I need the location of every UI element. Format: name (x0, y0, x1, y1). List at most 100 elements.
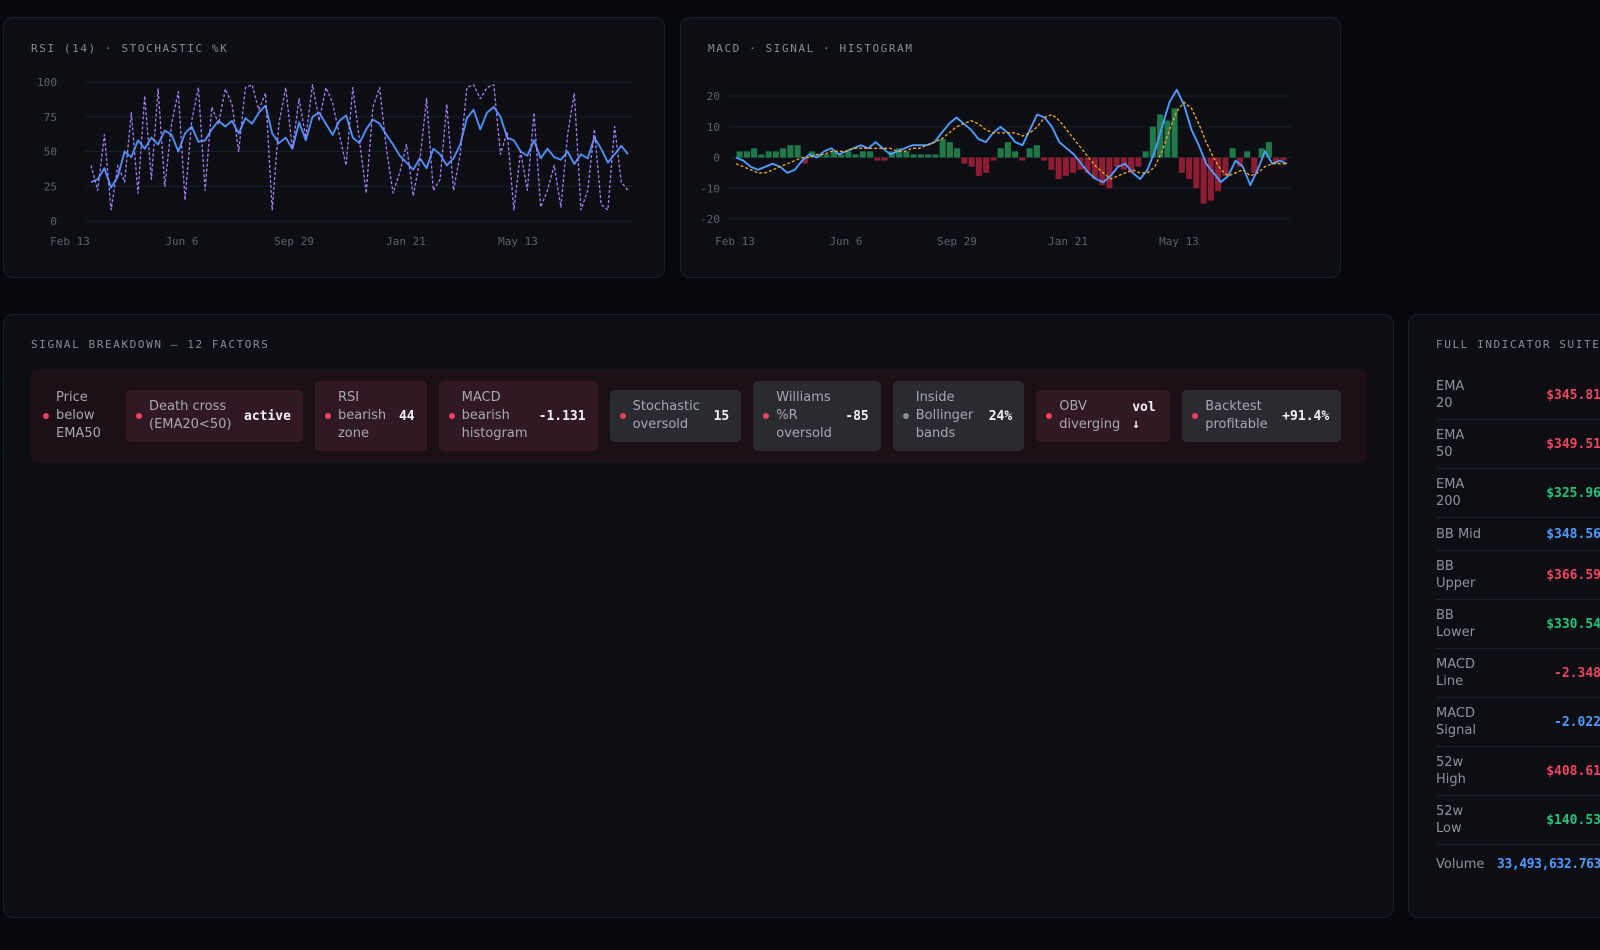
indicator-name: EMA 50 (1436, 428, 1465, 460)
indicator-value: $330.54 (1546, 616, 1600, 632)
bearish-dot-icon (619, 413, 626, 419)
histogram-bar-negative (1200, 157, 1207, 204)
signal-factor-row: Price below EMA50 Death cross (EMA20<50)… (31, 369, 1366, 463)
y-tick-label: 100 (37, 76, 57, 89)
histogram-bar-positive (751, 148, 758, 158)
indicator-value: 33,493,632.763 (1497, 856, 1600, 872)
histogram-bar-positive (1026, 148, 1033, 158)
signal-breakdown-title: SIGNAL BREAKDOWN — 12 FACTORS (31, 338, 270, 351)
factor-label: RSI bearish zone (337, 390, 387, 441)
indicator-row-bb-mid: BB Mid $348.56 (1436, 518, 1600, 551)
histogram-bar-positive (1265, 142, 1272, 158)
factor-chip-price-below-ema50[interactable]: Price below EMA50 (43, 381, 114, 451)
rsi-chart: 100 75 50 25 0 Feb 13 Jun 6 Sep 29 Jan 21 May 13 (37, 76, 632, 248)
x-tick-label: Jun 6 (165, 235, 198, 248)
factor-value: 44 (398, 408, 415, 424)
rsi-chart-title: RSI (14) · STOCHASTIC %K (31, 42, 229, 55)
x-tick-label: Feb 13 (50, 235, 90, 248)
factor-chip-stochastic[interactable]: Stochastic oversold 15 (609, 390, 742, 442)
x-tick-label: Jun 6 (829, 235, 862, 248)
factor-label: Williams %R oversold (776, 390, 832, 441)
x-tick-label: Jan 21 (386, 235, 426, 248)
factor-chip-macd-bearish[interactable]: MACD bearish histogram -1.131 (438, 381, 598, 451)
indicator-row-bb-upper: BB Upper $366.59 (1436, 551, 1600, 600)
indicator-name: Volume (1436, 856, 1485, 872)
factor-value: active (244, 408, 291, 424)
x-tick-label: Jan 21 (1048, 235, 1088, 248)
factor-chip-bollinger[interactable]: Inside Bollinger bands 24% (892, 381, 1025, 451)
y-tick-label: -20 (700, 213, 720, 226)
y-tick-label: -10 (700, 182, 720, 195)
factor-value: -1.131 (538, 408, 586, 424)
y-tick-label: 0 (50, 215, 57, 228)
indicator-name: EMA 20 (1436, 379, 1465, 411)
histogram-bar-positive (1164, 120, 1171, 158)
histogram-bar-negative (1251, 157, 1258, 173)
indicator-suite-title: FULL INDICATOR SUITE (1436, 338, 1600, 351)
histogram-bar-positive (743, 151, 750, 158)
indicator-name: BB Upper (1436, 559, 1476, 591)
factor-value: +91.4% (1282, 408, 1330, 424)
bearish-dot-icon (136, 413, 142, 419)
histogram-bar-positive (925, 154, 932, 158)
factor-value: 24% (988, 408, 1013, 424)
bearish-dot-icon (1046, 413, 1053, 419)
y-tick-label: 10 (707, 121, 720, 134)
histogram-bar-positive (903, 151, 910, 158)
indicator-name: 52w Low (1436, 804, 1464, 836)
bearish-dot-icon (763, 413, 770, 419)
indicator-value: $349.51 (1546, 436, 1600, 452)
indicator-name: BB Lower (1436, 608, 1475, 640)
factor-label: Stochastic oversold (632, 399, 700, 432)
histogram-bar-negative (1128, 157, 1135, 173)
indicator-name: BB Mid (1436, 526, 1482, 542)
histogram-bar-positive (765, 151, 772, 158)
histogram-bar-negative (1178, 157, 1185, 173)
histogram-bar-positive (794, 145, 801, 158)
indicator-row-macd-line: MACD Line -2.348 (1436, 649, 1600, 698)
histogram-bar-positive (910, 154, 917, 158)
factor-chip-backtest[interactable]: Backtest profitable +91.4% (1182, 390, 1342, 442)
neutral-dot-icon (902, 413, 909, 419)
y-tick-label: 50 (44, 146, 57, 159)
indicator-value: $366.59 (1546, 567, 1600, 583)
histogram-bar-positive (1012, 151, 1019, 158)
macd-chart-title: MACD · SIGNAL · HISTOGRAM (708, 42, 914, 55)
indicator-row-bb-lower: BB Lower $330.54 (1436, 600, 1600, 649)
factor-chip-death-cross[interactable]: Death cross (EMA20<50) active (126, 390, 303, 442)
histogram-bar-negative (1113, 157, 1120, 167)
y-tick-label: 0 (713, 152, 720, 165)
histogram-bar-negative (881, 157, 888, 161)
histogram-bar-negative (801, 157, 808, 164)
histogram-bar-positive (1258, 148, 1265, 158)
indicator-value: $348.56 (1546, 526, 1600, 542)
factor-label: Death cross (EMA20<50) (149, 399, 232, 432)
macd-chart-panel: MACD · SIGNAL · HISTOGRAM 20 10 0 -10 -20 Feb… (680, 17, 1341, 278)
factor-chip-obv[interactable]: OBV diverging vol ↓ (1036, 390, 1171, 442)
histogram-bar-negative (1019, 157, 1026, 161)
histogram-bar-positive (1171, 108, 1178, 158)
factor-chip-williams-r[interactable]: Williams %R oversold -85 (753, 381, 881, 451)
histogram-bar-positive (780, 148, 787, 158)
histogram-bar-negative (1222, 157, 1229, 176)
indicator-value: -2.022 (1554, 714, 1600, 730)
stoch-line (90, 84, 629, 211)
bearish-dot-icon (448, 413, 455, 419)
indicator-row-ema20: EMA 20 $345.81 (1436, 371, 1600, 420)
indicator-name: MACD Signal (1436, 706, 1476, 738)
histogram-bar-positive (845, 151, 852, 158)
histogram-bar-positive (859, 151, 866, 158)
factor-chip-rsi-bearish[interactable]: RSI bearish zone 44 (314, 381, 427, 451)
indicator-value: $345.81 (1546, 387, 1600, 403)
factor-value: -85 (845, 408, 869, 424)
histogram-bar-positive (1149, 126, 1156, 158)
factor-label: Price below EMA50 (56, 390, 101, 441)
histogram-bar-positive (736, 151, 743, 158)
histogram-bar-negative (1062, 157, 1069, 176)
histogram-bar-negative (983, 157, 990, 173)
histogram-bar-negative (1070, 157, 1077, 173)
indicator-row-volume: Volume 33,493,632.763 (1436, 845, 1600, 883)
histogram-bar-positive (946, 142, 953, 158)
x-tick-label: Sep 29 (937, 235, 977, 248)
indicator-value: $408.61 (1546, 763, 1600, 779)
